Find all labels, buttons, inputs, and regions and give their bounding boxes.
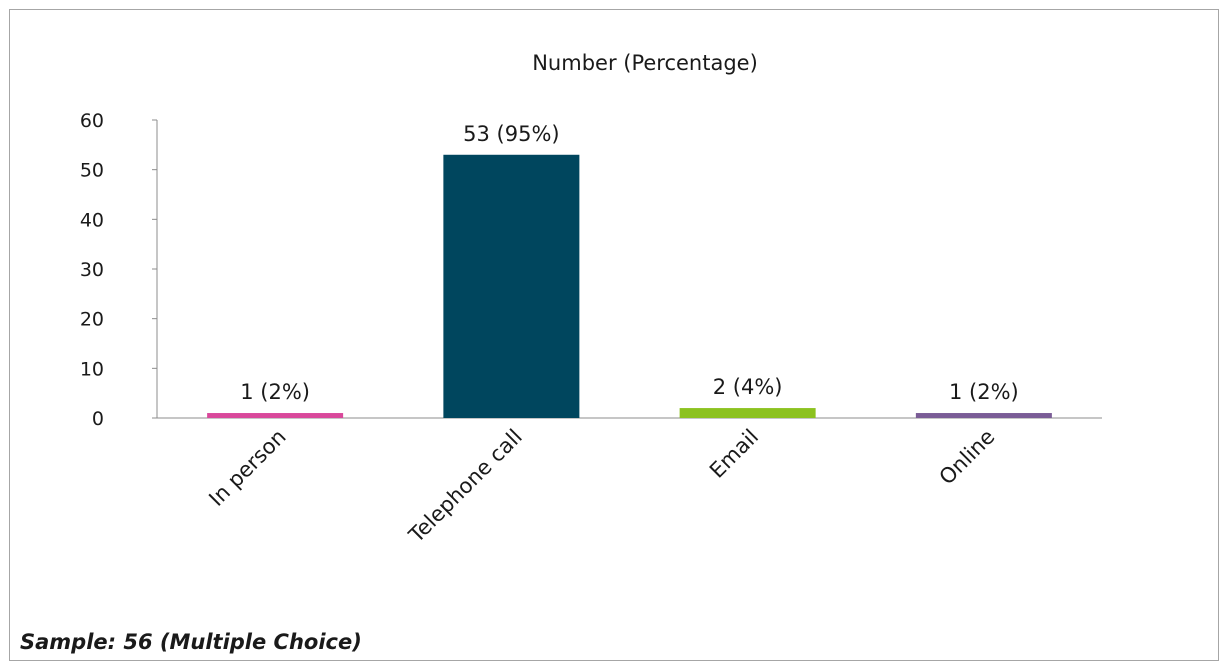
x-category-label: In person xyxy=(204,425,290,511)
bar-data-label: 1 (2%) xyxy=(949,380,1019,404)
y-tick-label: 50 xyxy=(80,160,104,182)
chart-frame xyxy=(9,9,1219,661)
chart-title: Number (Percentage) xyxy=(532,51,758,75)
bar-data-label: 53 (95%) xyxy=(463,122,559,146)
bar-data-label: 2 (4%) xyxy=(713,375,783,399)
bar xyxy=(679,408,816,418)
x-category-label: Email xyxy=(705,425,763,483)
y-tick-label: 60 xyxy=(80,110,104,132)
bar-data-label: 1 (2%) xyxy=(240,380,310,404)
x-category-label: Telephone call xyxy=(404,425,527,548)
sample-footnote: Sample: 56 (Multiple Choice) xyxy=(20,630,362,654)
bar xyxy=(443,154,580,418)
y-tick-label: 30 xyxy=(80,259,104,281)
y-tick-label: 20 xyxy=(80,309,104,331)
y-tick-label: 10 xyxy=(80,358,104,380)
bar xyxy=(915,413,1052,418)
y-tick-label: 40 xyxy=(80,209,104,231)
y-tick-label: 0 xyxy=(92,408,104,430)
x-category-label: Online xyxy=(935,425,1000,490)
bar xyxy=(207,413,344,418)
